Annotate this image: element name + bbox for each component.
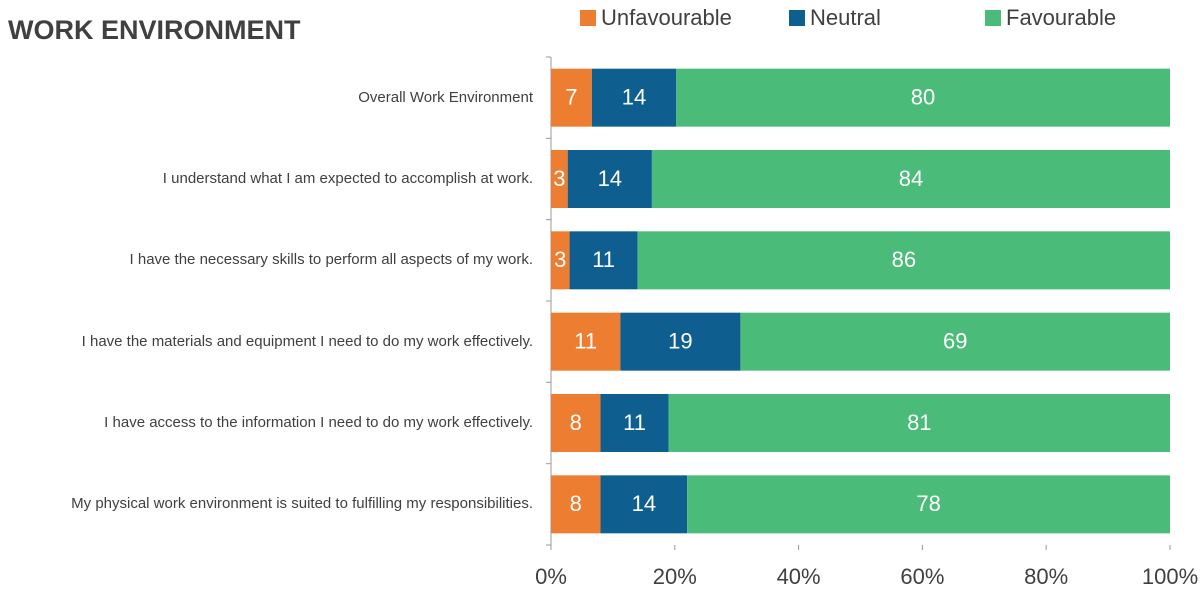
data-label: 14 <box>622 84 646 109</box>
x-tick-label: 100% <box>1142 564 1198 589</box>
bar-segment <box>637 231 1170 290</box>
data-label: 8 <box>570 410 582 435</box>
legend-swatch <box>789 10 805 26</box>
data-label: 81 <box>907 410 931 435</box>
category-label: Overall Work Environment <box>358 88 533 106</box>
data-label: 11 <box>592 247 615 272</box>
category-label: I understand what I am expected to accom… <box>162 170 533 187</box>
chart-title: WORK ENVIRONMENT <box>8 15 301 45</box>
data-label: 3 <box>554 247 566 272</box>
x-tick-label: 80% <box>1024 564 1068 589</box>
x-tick-label: 20% <box>653 564 697 589</box>
legend-swatch <box>580 10 596 26</box>
legend-label: Unfavourable <box>601 5 732 30</box>
bar-segment <box>551 312 621 371</box>
bar-segment <box>651 150 1170 208</box>
bar-segment <box>620 312 741 371</box>
category-label: My physical work environment is suited t… <box>71 495 533 513</box>
data-label: 78 <box>916 491 940 516</box>
bar-segment <box>551 394 601 452</box>
category-label: I have access to the information I need … <box>104 414 533 431</box>
legend-label: Neutral <box>810 5 881 30</box>
x-tick-label: 60% <box>900 564 944 589</box>
data-label: 84 <box>899 166 923 191</box>
data-label: 11 <box>623 410 646 435</box>
bar-segment <box>551 475 601 534</box>
legend-label: Favourable <box>1006 5 1116 30</box>
bar-segment <box>569 231 638 290</box>
bar-segment <box>668 394 1170 452</box>
legend-swatch <box>985 10 1001 26</box>
data-label: 80 <box>911 84 935 109</box>
bar-segment <box>591 68 677 127</box>
x-tick-label: 40% <box>777 564 821 589</box>
bar-segment <box>551 150 568 208</box>
category-label: I have the materials and equipment I nee… <box>81 332 533 350</box>
category-label: I have the necessary skills to perform a… <box>129 251 533 269</box>
data-label: 69 <box>943 328 967 353</box>
bar-segment <box>740 312 1170 371</box>
data-label: 14 <box>632 491 656 516</box>
data-label: 11 <box>574 328 597 353</box>
data-label: 7 <box>565 84 577 109</box>
data-label: 14 <box>598 166 622 191</box>
bar-segment <box>600 475 688 534</box>
bar-segment <box>567 150 652 208</box>
data-label: 8 <box>570 491 582 516</box>
data-label: 3 <box>553 166 565 191</box>
data-label: 19 <box>668 328 692 353</box>
bar-segment <box>676 68 1170 127</box>
bar-segment <box>687 475 1170 534</box>
data-label: 86 <box>892 247 916 272</box>
bar-segment <box>551 68 592 127</box>
x-tick-label: 0% <box>535 564 567 589</box>
bar-segment <box>600 394 669 452</box>
bar-segment <box>551 231 570 290</box>
